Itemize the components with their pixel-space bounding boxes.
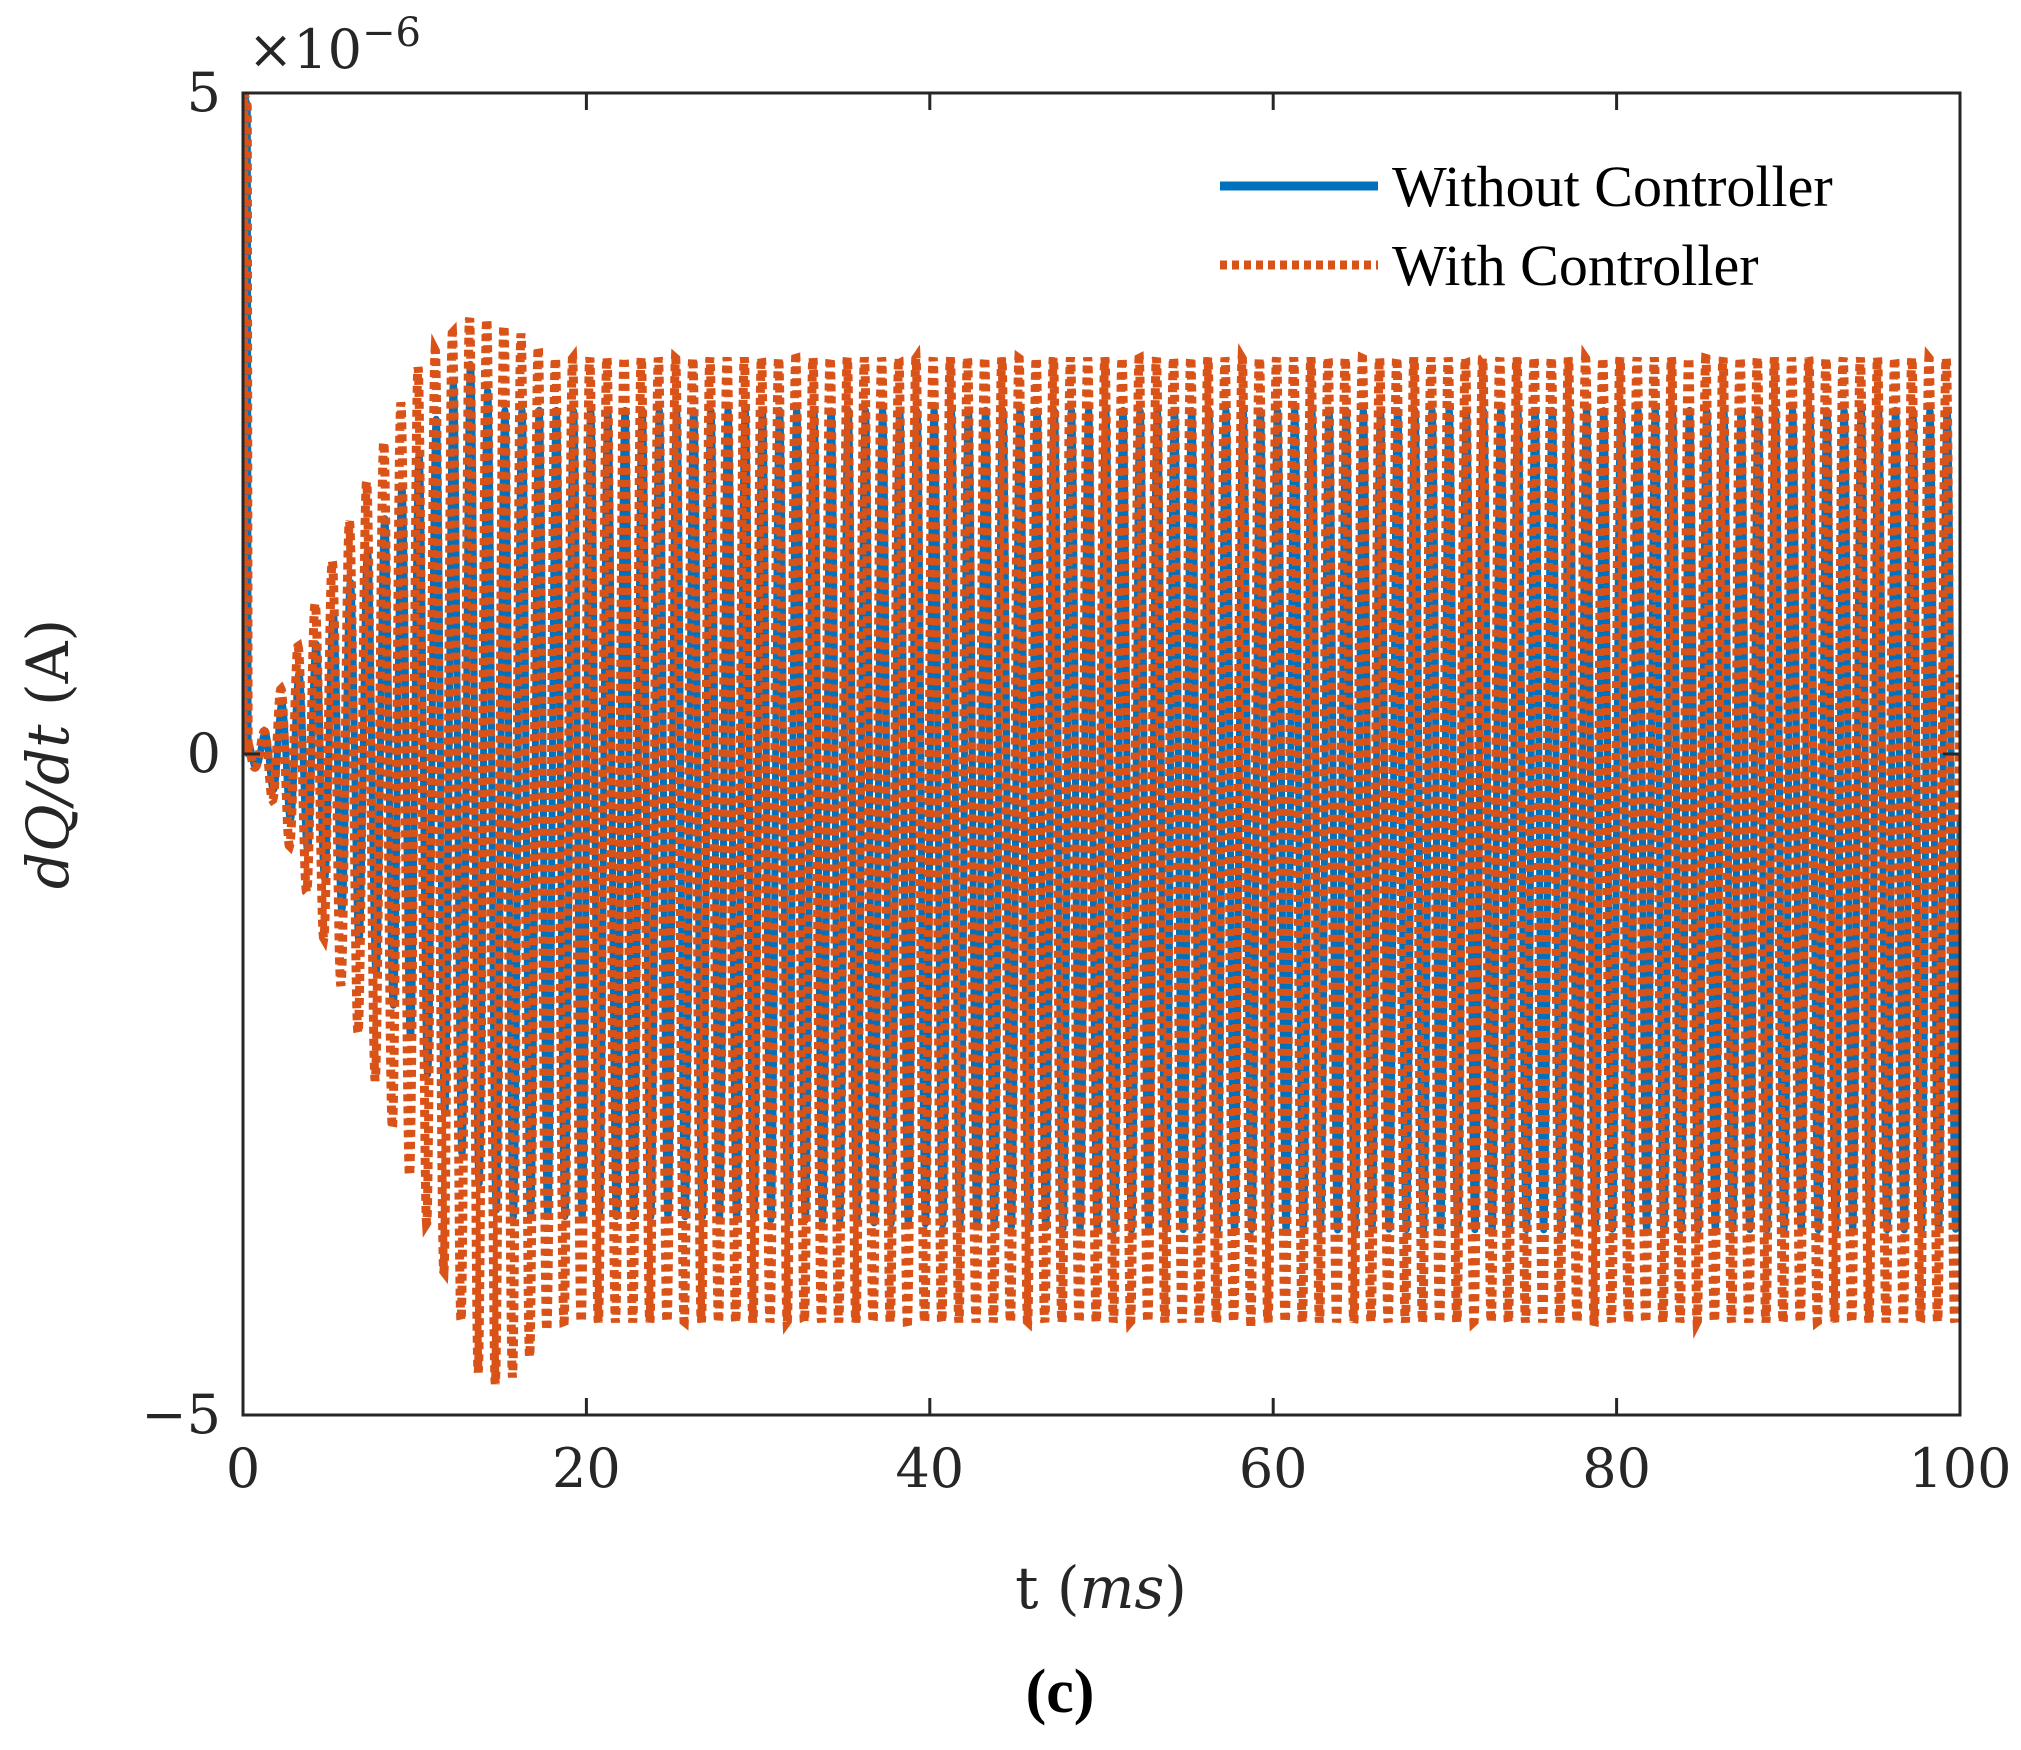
y-tick-label: 0 bbox=[187, 722, 221, 785]
y-multiplier-exponent: −6 bbox=[362, 10, 421, 56]
y-axis-title-unit: (A) bbox=[14, 619, 82, 725]
x-tick-label: 80 bbox=[1582, 1437, 1651, 1500]
y-tick-label: 5 bbox=[187, 61, 221, 124]
series-line-with-controller bbox=[243, 93, 1960, 1385]
legend-background bbox=[1205, 148, 1925, 298]
x-tick-labels: 0 20 40 60 80 100 bbox=[226, 1437, 2012, 1500]
x-axis-title-unit: ms bbox=[1079, 1554, 1164, 1622]
y-multiplier-base: ×10 bbox=[248, 18, 362, 81]
x-tick-label: 0 bbox=[226, 1437, 260, 1500]
figure-caption: (c) bbox=[1026, 1658, 1095, 1726]
x-axis-title: t (ms) bbox=[1015, 1554, 1187, 1622]
y-axis-title: dQ/dt (A) bbox=[14, 619, 82, 889]
y-multiplier-label: ×10−6 bbox=[248, 10, 421, 81]
tick-marks bbox=[241, 91, 1962, 1417]
legend-label-without-controller: Without Controller bbox=[1392, 154, 1833, 219]
x-tick-label: 40 bbox=[895, 1437, 964, 1500]
x-axis-title-prefix: t ( bbox=[1015, 1554, 1079, 1622]
legend-label-with-controller: With Controller bbox=[1392, 233, 1759, 298]
x-axis-title-suffix: ) bbox=[1164, 1554, 1187, 1622]
y-axis-title-var: dQ/dt bbox=[14, 724, 82, 889]
y-tick-labels: −5 0 5 bbox=[141, 61, 221, 1446]
y-tick-label: −5 bbox=[141, 1383, 221, 1446]
x-tick-label: 100 bbox=[1908, 1437, 2011, 1500]
x-tick-label: 60 bbox=[1239, 1437, 1308, 1500]
x-tick-label: 20 bbox=[552, 1437, 621, 1500]
series-layer bbox=[243, 93, 1960, 1385]
legend: Without Controller With Controller bbox=[1205, 148, 1925, 298]
